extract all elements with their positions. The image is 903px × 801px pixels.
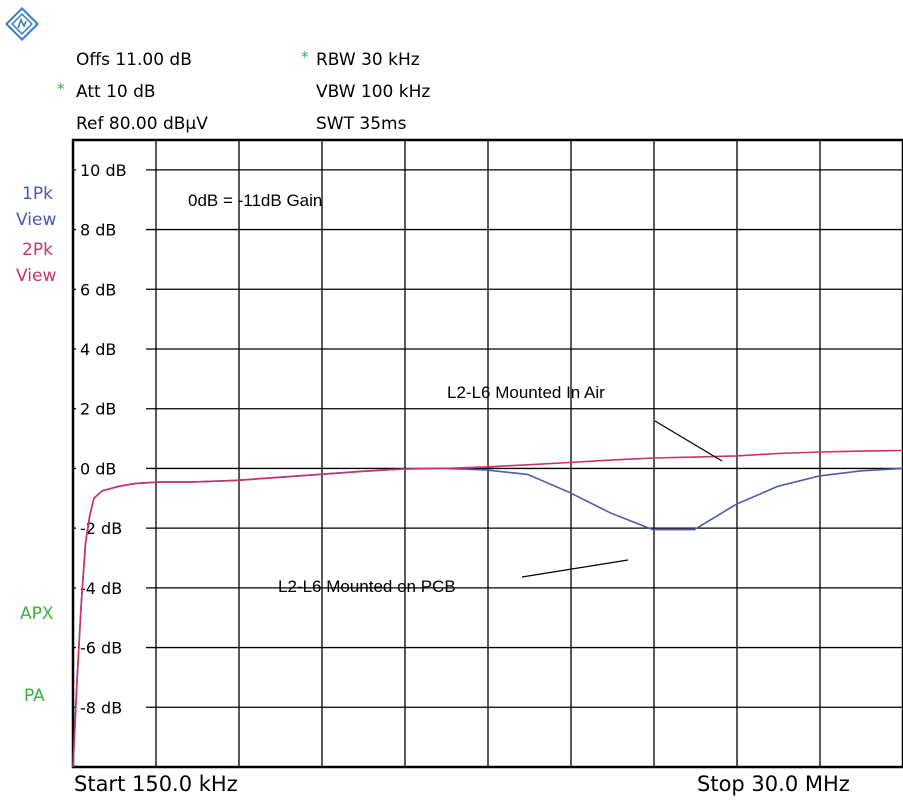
tick-label-bg bbox=[76, 398, 146, 419]
y-tick-label: -4 dB bbox=[80, 579, 122, 598]
tick-label-bg bbox=[76, 339, 146, 359]
stop-frequency-label: Stop 30.0 MHz bbox=[697, 772, 850, 796]
tick-label-bg bbox=[76, 518, 146, 539]
y-tick-label: -6 dB bbox=[80, 639, 122, 658]
chart-annotations: 0dB = -11dB Gain L2-L6 Mounted In Air L2… bbox=[188, 191, 723, 596]
trace1-view-label: View bbox=[16, 210, 57, 230]
pcb-annotation-leader bbox=[521, 559, 629, 578]
offset-setting: Offs 11.00 dB bbox=[76, 50, 192, 70]
y-tick-label: 0 dB bbox=[80, 459, 116, 478]
gain-reference-note: 0dB = -11dB Gain bbox=[188, 191, 322, 210]
sweep-time-setting: SWT 35ms bbox=[316, 114, 407, 134]
tick-label-bg bbox=[76, 458, 146, 479]
start-frequency-label: Start 150.0 kHz bbox=[74, 772, 238, 796]
pcb-trace-annotation: L2-L6 Mounted on PCB bbox=[278, 577, 456, 596]
chart-grid bbox=[73, 140, 903, 767]
y-tick-label: 6 dB bbox=[80, 280, 116, 299]
trace2-view-label: View bbox=[16, 266, 57, 286]
att-star-marker: * bbox=[57, 80, 65, 98]
apx-label: APX bbox=[20, 604, 54, 624]
y-axis-ticks: 10 dB 8 dB 6 dB 4 dB 2 dB 0 dB -2 dB -4 dB -6 dB… bbox=[76, 159, 146, 718]
vbw-setting: VBW 100 kHz bbox=[316, 82, 431, 102]
y-tick-label: 4 dB bbox=[80, 340, 116, 359]
y-tick-label: 10 dB bbox=[80, 161, 127, 180]
air-trace-annotation: L2-L6 Mounted In Air bbox=[447, 383, 605, 402]
pa-label: PA bbox=[24, 686, 45, 706]
trace2-mode-label: 2Pk bbox=[22, 240, 53, 260]
tick-label-bg bbox=[76, 159, 146, 180]
tick-label-bg bbox=[76, 637, 146, 658]
tick-label-bg bbox=[76, 219, 146, 240]
y-tick-label: -8 dB bbox=[80, 698, 122, 717]
rbw-star-marker: * bbox=[301, 48, 309, 66]
rbw-setting: RBW 30 kHz bbox=[316, 50, 420, 70]
y-tick-label: 2 dB bbox=[80, 400, 116, 419]
air-annotation-leader bbox=[654, 420, 723, 462]
y-tick-label: -2 dB bbox=[80, 519, 122, 538]
plot-frame bbox=[71, 138, 903, 769]
tick-label-bg bbox=[76, 279, 146, 300]
y-tick-label: 8 dB bbox=[80, 221, 116, 240]
reference-level-setting: Ref 80.00 dBµV bbox=[76, 114, 208, 134]
trace1-mode-label: 1Pk bbox=[22, 184, 53, 204]
tick-label-bg bbox=[76, 577, 146, 598]
tick-label-bg bbox=[76, 697, 146, 718]
attenuation-setting: Att 10 dB bbox=[76, 82, 156, 102]
